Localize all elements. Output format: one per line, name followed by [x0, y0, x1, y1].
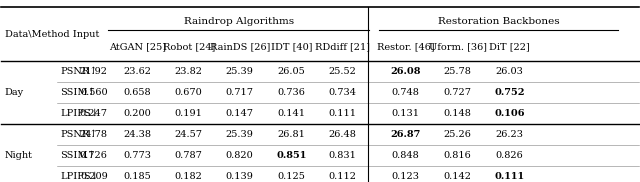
Text: 26.05: 26.05: [278, 67, 305, 76]
Text: 0.139: 0.139: [226, 172, 253, 181]
Text: 0.816: 0.816: [444, 151, 472, 160]
Text: 0.787: 0.787: [175, 151, 203, 160]
Text: Robot [24]: Robot [24]: [163, 42, 215, 51]
Text: 0.658: 0.658: [124, 88, 151, 97]
Text: AtGAN [25]: AtGAN [25]: [109, 42, 166, 51]
Text: 0.748: 0.748: [392, 88, 419, 97]
Text: 25.52: 25.52: [328, 67, 356, 76]
Text: 26.03: 26.03: [495, 67, 523, 76]
Text: 0.131: 0.131: [392, 109, 419, 118]
Text: 0.142: 0.142: [444, 172, 472, 181]
Text: 0.182: 0.182: [175, 172, 203, 181]
Text: 0.736: 0.736: [277, 88, 305, 97]
Text: 24.57: 24.57: [175, 130, 203, 139]
Text: 0.734: 0.734: [328, 88, 356, 97]
Text: 0.670: 0.670: [175, 88, 203, 97]
Text: 0.111: 0.111: [328, 109, 356, 118]
Text: 24.38: 24.38: [123, 130, 151, 139]
Text: 0.726: 0.726: [80, 151, 108, 160]
Text: 0.831: 0.831: [328, 151, 356, 160]
Text: 25.39: 25.39: [226, 67, 253, 76]
Text: 0.752: 0.752: [494, 88, 525, 97]
Text: 0.111: 0.111: [494, 172, 524, 181]
Text: 0.200: 0.200: [124, 109, 151, 118]
Text: 0.826: 0.826: [495, 151, 523, 160]
Text: 0.209: 0.209: [80, 172, 108, 181]
Text: PSNR↑: PSNR↑: [60, 67, 97, 76]
Text: DiT [22]: DiT [22]: [489, 42, 530, 51]
Text: 0.851: 0.851: [276, 151, 307, 160]
Text: 0.185: 0.185: [124, 172, 151, 181]
Text: 21.92: 21.92: [80, 67, 108, 76]
Text: Restor. [46]: Restor. [46]: [376, 42, 434, 51]
Text: 0.773: 0.773: [123, 151, 151, 160]
Text: 0.717: 0.717: [226, 88, 253, 97]
Text: 0.560: 0.560: [80, 88, 108, 97]
Text: Uform. [36]: Uform. [36]: [429, 42, 486, 51]
Text: SSIM↑: SSIM↑: [60, 88, 95, 97]
Text: 26.08: 26.08: [390, 67, 420, 76]
Text: Day: Day: [4, 88, 24, 97]
Text: PSNR↑: PSNR↑: [60, 130, 97, 139]
Text: LPIPS↓: LPIPS↓: [60, 109, 99, 118]
Text: 24.78: 24.78: [80, 130, 108, 139]
Text: LPIPS↓: LPIPS↓: [60, 172, 99, 181]
Text: 25.78: 25.78: [444, 67, 472, 76]
Text: 23.62: 23.62: [123, 67, 151, 76]
Text: 0.148: 0.148: [444, 109, 472, 118]
Text: 26.48: 26.48: [328, 130, 356, 139]
Text: 0.727: 0.727: [444, 88, 472, 97]
Text: 0.820: 0.820: [226, 151, 253, 160]
Text: 25.39: 25.39: [226, 130, 253, 139]
Text: Raindrop Algorithms: Raindrop Algorithms: [184, 17, 294, 26]
Text: IDT [40]: IDT [40]: [271, 42, 312, 51]
Text: 26.81: 26.81: [277, 130, 305, 139]
Text: 0.106: 0.106: [494, 109, 525, 118]
Text: Night: Night: [4, 151, 33, 160]
Text: Data\Method Input: Data\Method Input: [4, 29, 99, 39]
Text: 0.123: 0.123: [392, 172, 419, 181]
Text: 0.848: 0.848: [392, 151, 419, 160]
Text: RainDS [26]: RainDS [26]: [209, 42, 270, 51]
Text: RDdiff [21]: RDdiff [21]: [315, 42, 370, 51]
Text: Restoration Backbones: Restoration Backbones: [438, 17, 559, 26]
Text: 26.23: 26.23: [495, 130, 524, 139]
Text: 0.125: 0.125: [277, 172, 305, 181]
Text: 0.141: 0.141: [277, 109, 305, 118]
Text: 25.26: 25.26: [444, 130, 472, 139]
Text: 0.191: 0.191: [175, 109, 203, 118]
Text: 23.82: 23.82: [175, 67, 203, 76]
Text: 0.112: 0.112: [328, 172, 356, 181]
Text: 0.147: 0.147: [226, 109, 253, 118]
Text: SSIM↑: SSIM↑: [60, 151, 95, 160]
Text: 26.87: 26.87: [390, 130, 420, 139]
Text: 0.247: 0.247: [80, 109, 108, 118]
